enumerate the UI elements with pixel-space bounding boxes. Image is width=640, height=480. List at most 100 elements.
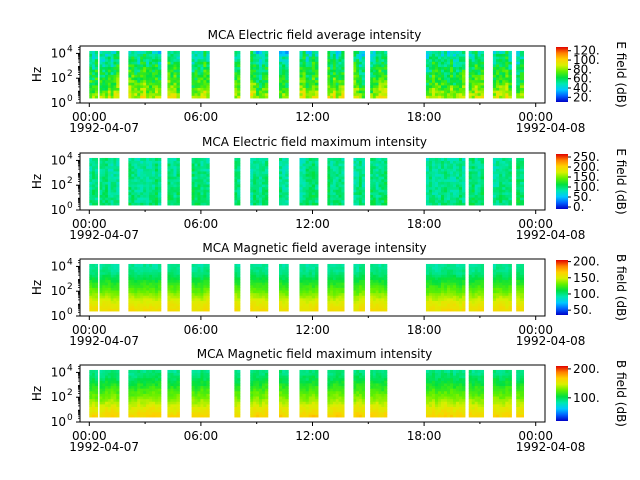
spectrogram-cell	[519, 53, 525, 57]
spectrogram-cell	[173, 178, 177, 182]
spectrogram-cell	[302, 66, 307, 70]
spectrogram-cell	[492, 292, 497, 296]
spectrogram-cell	[471, 191, 476, 195]
spectrogram-cell	[256, 82, 260, 86]
spectrogram-cell	[356, 277, 360, 281]
spectrogram-cell	[443, 266, 448, 270]
spectrogram-cell	[253, 163, 257, 167]
spectrogram-cell	[157, 71, 162, 75]
spectrogram-cell	[453, 279, 457, 283]
spectrogram-cell	[107, 173, 112, 177]
spectrogram-cell	[338, 69, 342, 73]
spectrogram-cell	[197, 171, 201, 175]
spectrogram-cell	[89, 74, 93, 78]
spectrogram-cell	[285, 157, 289, 161]
spectrogram-cell	[437, 297, 442, 301]
spectrogram-cell	[99, 186, 103, 190]
spectrogram-cell	[264, 277, 269, 281]
spectrogram-cell	[378, 186, 382, 190]
spectrogram-cell	[338, 74, 342, 78]
spectrogram-cell	[167, 82, 171, 86]
spectrogram-cell	[314, 74, 319, 78]
spectrogram-cell	[474, 284, 479, 288]
spectrogram-cell	[425, 290, 430, 294]
spectrogram-cell	[237, 197, 241, 201]
spectrogram-cell	[516, 92, 521, 96]
spectrogram-cell	[516, 87, 521, 91]
spectrogram-cell	[131, 74, 135, 78]
spectrogram-cell	[308, 71, 313, 75]
spectrogram-cell	[194, 292, 198, 296]
spectrogram-cell	[308, 64, 313, 68]
spectrogram-cell	[253, 82, 257, 86]
spectrogram-cell	[250, 277, 254, 281]
spectrogram-cell	[89, 178, 93, 182]
x-tick-label: 00:00	[72, 110, 107, 124]
spectrogram-cell	[372, 87, 377, 91]
spectrogram-cell	[116, 173, 120, 177]
spectrogram-cell	[372, 290, 377, 294]
spectrogram-cell	[102, 194, 106, 198]
spectrogram-cell	[480, 50, 485, 54]
spectrogram-cell	[459, 189, 463, 193]
spectrogram-cell	[375, 277, 379, 281]
spectrogram-cell	[140, 199, 144, 203]
spectrogram-cell	[375, 271, 379, 275]
spectrogram-cell	[191, 194, 195, 198]
spectrogram-cell	[381, 165, 385, 169]
spectrogram-cell	[311, 279, 316, 283]
spectrogram-cell	[468, 56, 473, 60]
spectrogram-cell	[375, 178, 379, 182]
spectrogram-cell	[94, 50, 99, 54]
spectrogram-cell	[499, 269, 503, 273]
spectrogram-cell	[105, 87, 109, 91]
spectrogram-cell	[137, 300, 141, 304]
spectrogram-cell	[191, 64, 195, 68]
spectrogram-cell	[131, 191, 135, 195]
spectrogram-cell	[492, 82, 497, 86]
spectrogram-cell	[173, 171, 177, 175]
spectrogram-cell	[137, 263, 141, 267]
spectrogram-cell	[327, 84, 331, 88]
spectrogram-cell	[370, 58, 374, 62]
spectrogram-cell	[356, 82, 360, 86]
spectrogram-cell	[375, 186, 379, 190]
spectrogram-cell	[285, 186, 289, 190]
spectrogram-cell	[194, 191, 198, 195]
spectrogram-cell	[253, 171, 257, 175]
spectrogram-cell	[102, 271, 106, 275]
spectrogram-cell	[157, 58, 162, 62]
spectrogram-cell	[384, 181, 388, 185]
spectrogram-cell	[474, 176, 479, 180]
spectrogram-cell	[311, 64, 316, 68]
spectrogram-cell	[128, 279, 132, 283]
spectrogram-cell	[453, 194, 457, 198]
spectrogram-cell	[431, 173, 436, 177]
spectrogram-cell	[149, 74, 153, 78]
spectrogram-cell	[330, 263, 334, 267]
spectrogram-cell	[191, 53, 195, 57]
spectrogram-cell	[105, 290, 109, 294]
spectrogram-cell	[173, 277, 177, 281]
spectrogram-cell	[134, 284, 138, 288]
spectrogram-cell	[502, 202, 506, 206]
spectrogram-cell	[176, 295, 180, 299]
spectrogram-cell	[359, 64, 363, 68]
spectrogram-cell	[149, 303, 153, 307]
spectrogram-cell	[335, 184, 339, 188]
spectrogram-cell	[143, 90, 147, 94]
spectrogram-cell	[299, 71, 303, 75]
spectrogram-cell	[356, 58, 360, 62]
spectrogram-cell	[143, 279, 147, 283]
spectrogram-cell	[453, 157, 457, 161]
spectrogram-cell	[372, 282, 377, 286]
spectrogram-cell	[137, 197, 141, 201]
spectrogram-cell	[305, 181, 310, 185]
spectrogram-cell	[311, 282, 316, 286]
x-tick-label: 00:00	[72, 217, 107, 231]
spectrogram-cell	[519, 176, 525, 180]
spectrogram-cell	[434, 194, 439, 198]
spectrogram-cell	[285, 77, 289, 81]
spectrogram-cell	[516, 292, 521, 296]
spectrogram-cell	[440, 66, 445, 70]
